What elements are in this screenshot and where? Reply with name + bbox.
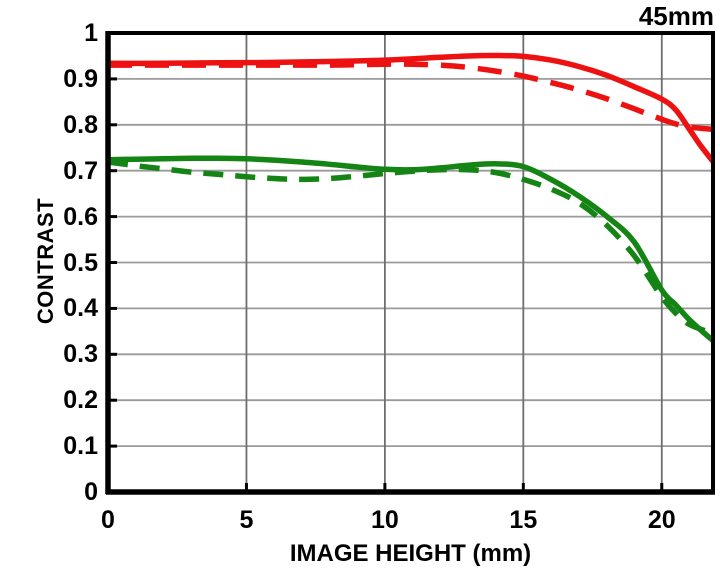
- x-tick-label: 20: [647, 506, 676, 534]
- y-tick-label: 1: [84, 19, 98, 47]
- y-tick-label: 0.8: [63, 110, 98, 139]
- x-tick-label: 5: [239, 506, 254, 534]
- series-green-solid-line: [107, 155, 715, 343]
- y-tick-label: 0.5: [63, 248, 98, 277]
- y-tick-label: 0.4: [63, 294, 98, 323]
- x-tick-label: 10: [370, 506, 399, 534]
- y-tick-label: 0.2: [63, 386, 98, 415]
- series-red-dashed-line: [108, 61, 714, 133]
- y-tick-label: 0.3: [63, 340, 98, 369]
- series-red-solid-line: [107, 52, 716, 164]
- series-green-dashed-line: [107, 159, 714, 337]
- y-tick-label: 0: [84, 478, 98, 506]
- chart-title: 45mm: [638, 1, 714, 31]
- y-tick-label: 0.1: [63, 432, 98, 461]
- x-tick-label: 0: [101, 506, 115, 534]
- x-tick-label: 15: [509, 506, 538, 534]
- y-tick-label: 0.9: [63, 64, 98, 93]
- x-axis-title: IMAGE HEIGHT (mm): [289, 540, 532, 567]
- y-tick-label: 0.7: [63, 156, 98, 185]
- y-tick-label: 0.6: [63, 202, 98, 231]
